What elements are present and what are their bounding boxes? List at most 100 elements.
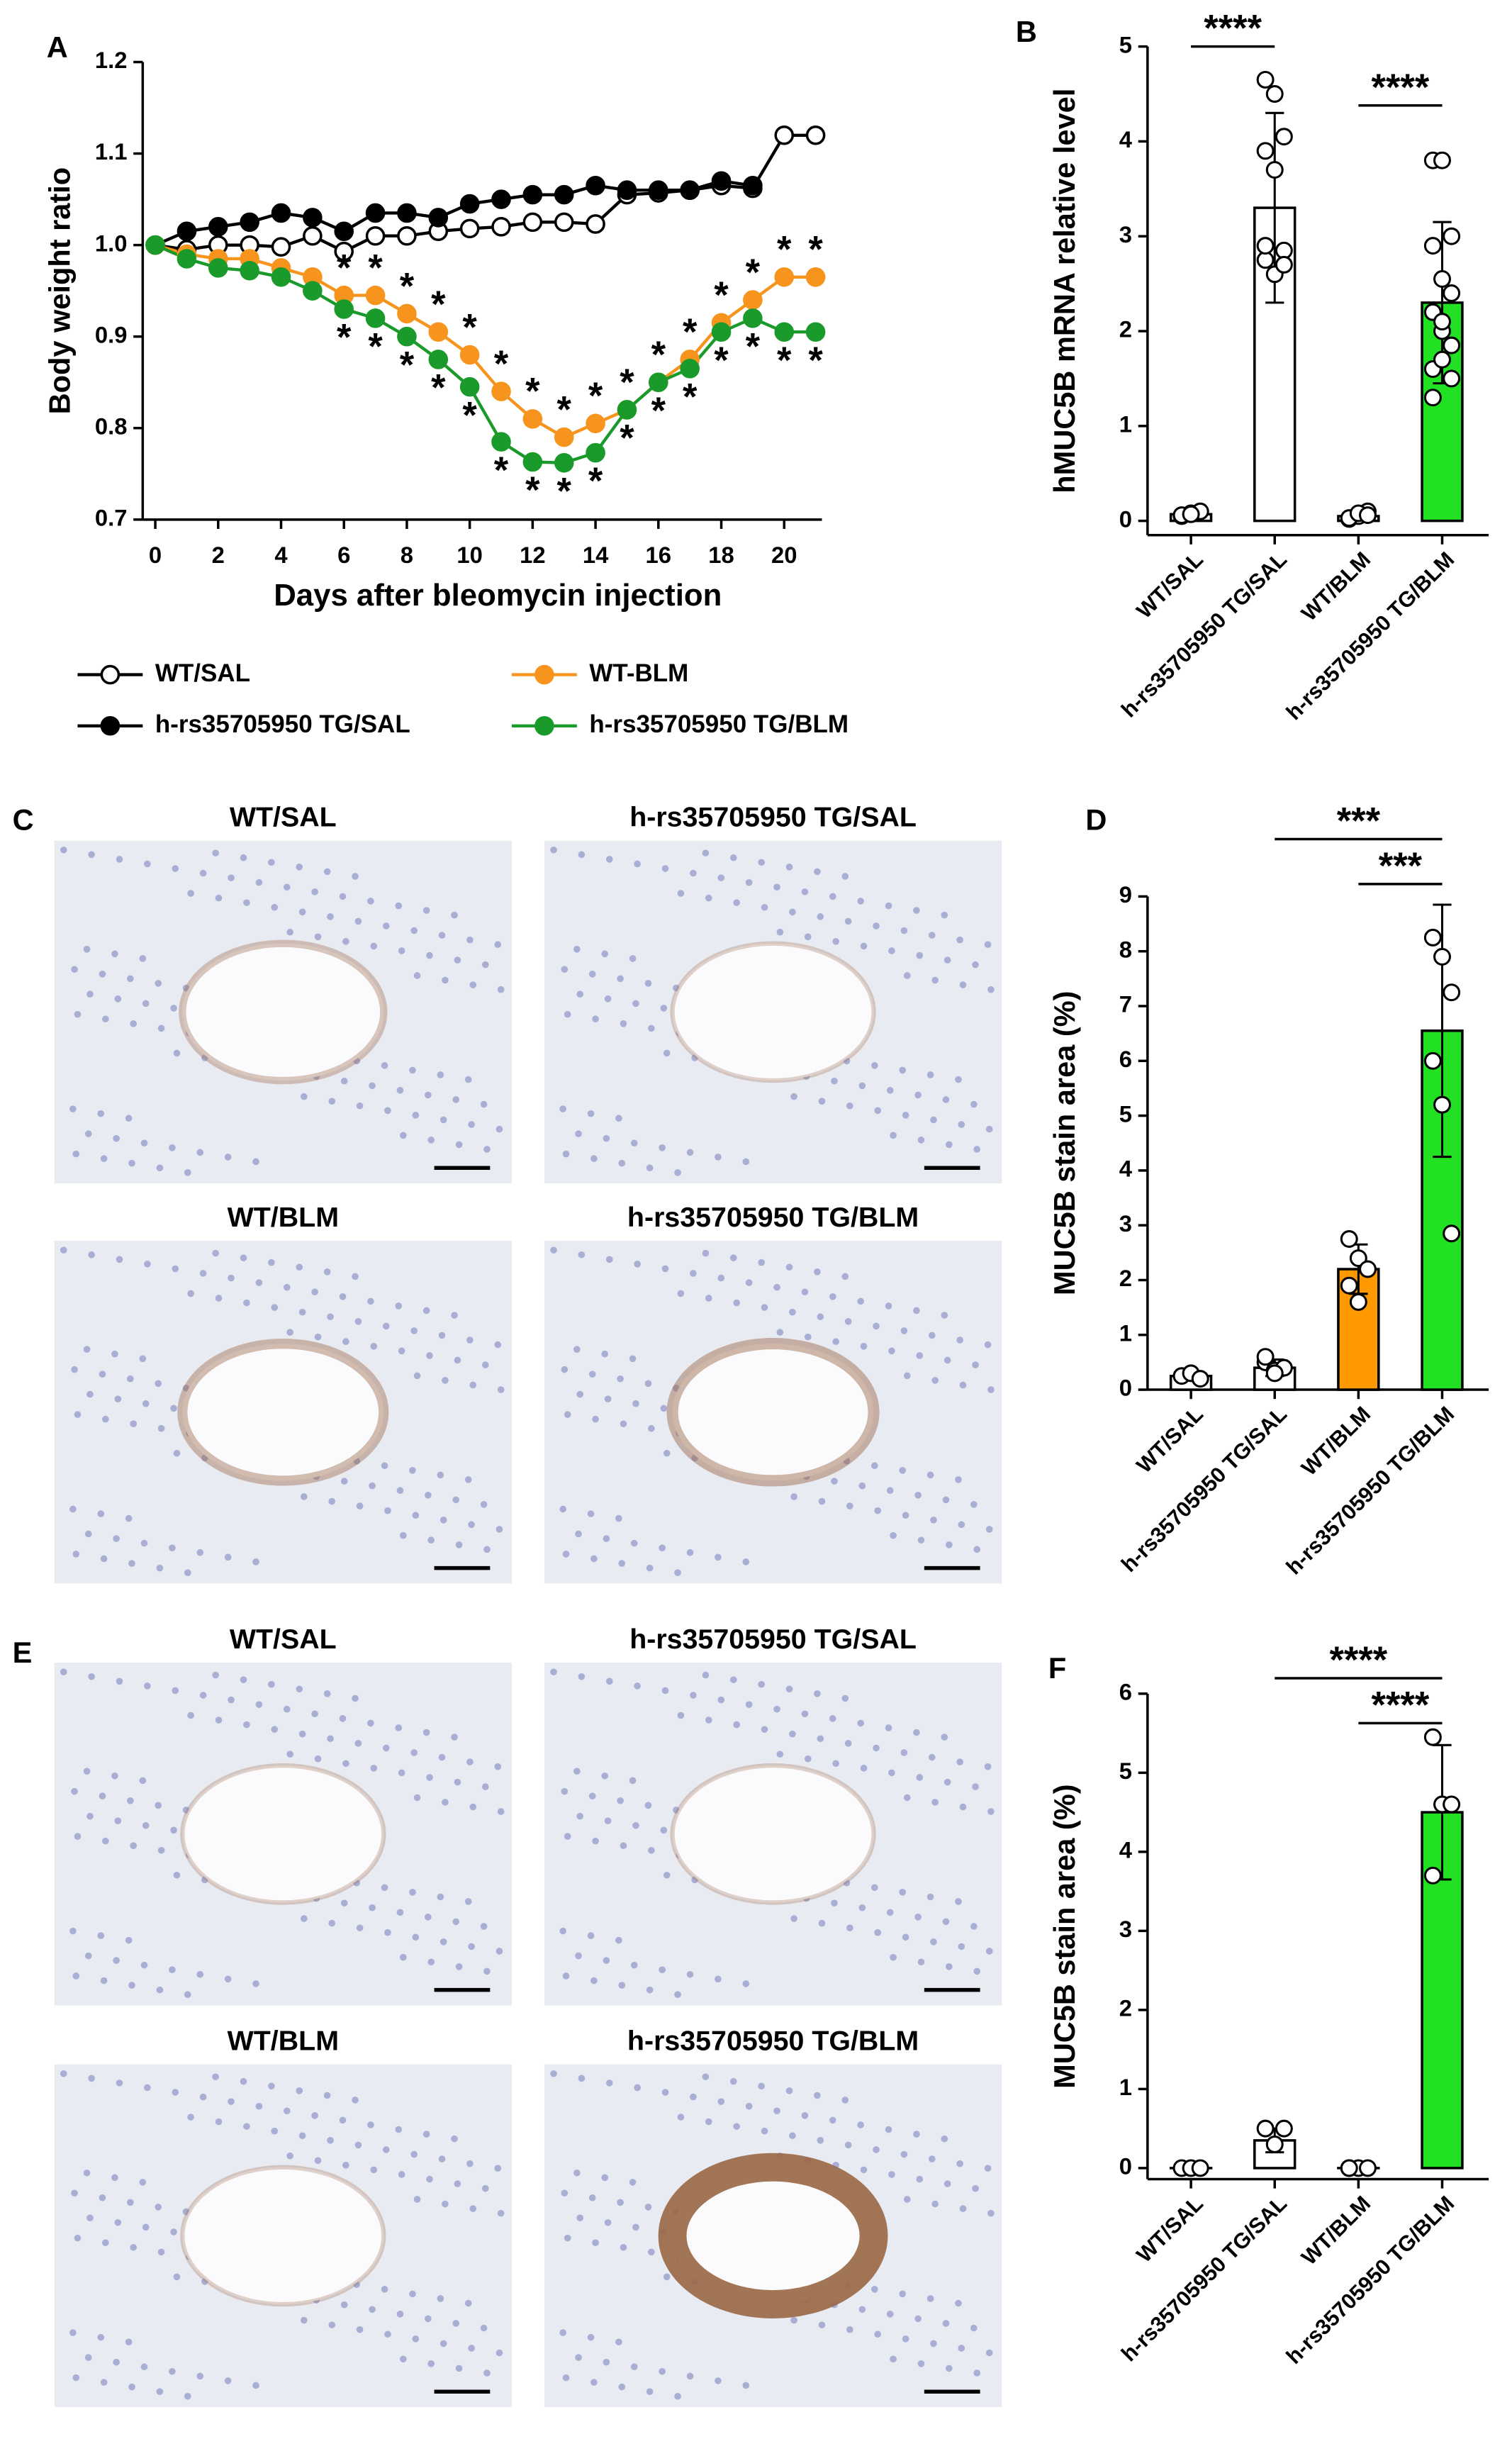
legend-marker <box>534 664 554 685</box>
tissue-nucleus <box>410 1749 418 1756</box>
series-point <box>649 372 668 393</box>
x-tick-label: 14 <box>583 542 609 568</box>
tissue-nucleus <box>99 970 106 978</box>
tissue-nucleus <box>140 1539 148 1547</box>
tissue-nucleus <box>617 2199 624 2206</box>
tissue-nucleus <box>170 2228 177 2235</box>
tissue-nucleus <box>268 859 275 866</box>
tissue-nucleus <box>240 2077 247 2085</box>
data-point <box>1423 928 1442 947</box>
series-point <box>240 212 259 233</box>
series-point <box>743 290 763 310</box>
tissue-nucleus <box>715 1975 722 1983</box>
significance-star: * <box>400 344 415 386</box>
tissue-nucleus <box>125 1514 133 1522</box>
tissue-nucleus <box>690 2093 697 2101</box>
tissue-nucleus <box>74 1010 82 1018</box>
tissue-nucleus <box>677 1712 685 1719</box>
tissue-nucleus <box>592 2239 599 2247</box>
tissue-nucleus <box>144 1682 151 1690</box>
tissue-nucleus <box>587 2333 595 2341</box>
tissue-nucleus <box>481 2184 489 2192</box>
data-point <box>1423 1866 1442 1885</box>
x-tick-label: h-rs35705950 TG/BLM <box>1282 547 1459 725</box>
tissue-nucleus <box>814 2092 821 2099</box>
tissue-nucleus <box>298 1730 306 1738</box>
data-point <box>1443 983 1461 1002</box>
tissue-nucleus <box>900 927 908 934</box>
series-point <box>774 125 795 145</box>
tissue-nucleus <box>301 1915 308 1922</box>
tissue-nucleus <box>139 1777 147 1785</box>
panel-letter: C <box>13 803 34 836</box>
data-point <box>1256 237 1275 255</box>
data-point <box>1265 85 1284 103</box>
tissue-nucleus <box>829 893 836 900</box>
tissue-nucleus <box>369 1904 376 1911</box>
tissue-nucleus <box>483 1146 491 1153</box>
tissue-nucleus <box>729 2077 737 2085</box>
tissue-nucleus <box>958 1121 965 1128</box>
tissue-nucleus <box>468 1121 475 1128</box>
tissue-nucleus <box>928 1753 936 1761</box>
tissue-nucleus <box>634 2084 641 2092</box>
tissue-nucleus <box>328 2321 336 2328</box>
tissue-nucleus <box>632 1000 639 1007</box>
tissue-nucleus <box>452 1918 460 1926</box>
tissue-nucleus <box>618 1560 626 1567</box>
tissue-nucleus <box>497 2209 505 2217</box>
tissue-nucleus <box>928 932 936 939</box>
tissue-nucleus <box>733 2123 740 2130</box>
tissue-nucleus <box>931 2200 939 2208</box>
tissue-nucleus <box>187 2114 194 2121</box>
tissue-nucleus <box>339 2116 347 2124</box>
tissue-nucleus <box>184 2392 191 2400</box>
tissue-nucleus <box>255 878 263 886</box>
tissue-nucleus <box>352 2097 359 2104</box>
data-point <box>1340 1230 1358 1248</box>
tissue-nucleus <box>605 856 613 863</box>
tissue-nucleus <box>182 2208 190 2216</box>
tissue-nucleus <box>686 1149 694 1156</box>
tissue-nucleus <box>745 878 753 886</box>
tissue-nucleus <box>776 1329 784 1336</box>
y-tick-label: 9 <box>1119 881 1132 908</box>
tissue-nucleus <box>590 1977 598 1985</box>
tissue-nucleus <box>86 1812 94 1820</box>
y-tick-label: 1 <box>1119 1319 1132 1346</box>
tissue-nucleus <box>426 1774 433 1781</box>
tissue-nucleus <box>576 1390 584 1398</box>
tissue-nucleus <box>629 1777 637 1785</box>
tissue-nucleus <box>705 1295 712 1302</box>
tissue-nucleus <box>562 1972 570 1980</box>
data-point <box>1433 151 1451 169</box>
tissue-nucleus <box>984 941 992 949</box>
tissue-nucleus <box>928 2155 936 2162</box>
tissue-nucleus <box>412 1512 420 1519</box>
tissue-nucleus <box>271 2127 279 2135</box>
tissue-nucleus <box>172 2089 179 2096</box>
tissue-nucleus <box>398 1769 405 1777</box>
legend-label: WT/SAL <box>155 659 250 687</box>
tissue-nucleus <box>83 2169 91 2177</box>
tissue-nucleus <box>184 1991 191 1999</box>
tissue-nucleus <box>829 1293 836 1300</box>
tissue-nucleus <box>604 1395 612 1402</box>
tissue-nucleus <box>170 1405 177 1412</box>
data-point <box>1433 313 1451 331</box>
tissue-nucleus <box>425 1491 432 1499</box>
tissue-nucleus <box>742 1158 750 1166</box>
tissue-nucleus <box>425 1914 432 1921</box>
tissue-nucleus <box>987 986 995 993</box>
tissue-nucleus <box>114 995 122 1003</box>
y-tick-label: 6 <box>1119 1678 1132 1704</box>
data-point <box>1182 505 1200 523</box>
tissue-nucleus <box>442 1377 449 1384</box>
tissue-nucleus <box>71 966 78 973</box>
tissue-nucleus <box>60 2070 67 2077</box>
tissue-nucleus <box>914 1091 922 1099</box>
tissue-nucleus <box>829 2116 836 2124</box>
tissue-nucleus <box>659 2367 666 2375</box>
series-point <box>303 281 323 301</box>
significance-star: * <box>462 394 477 436</box>
